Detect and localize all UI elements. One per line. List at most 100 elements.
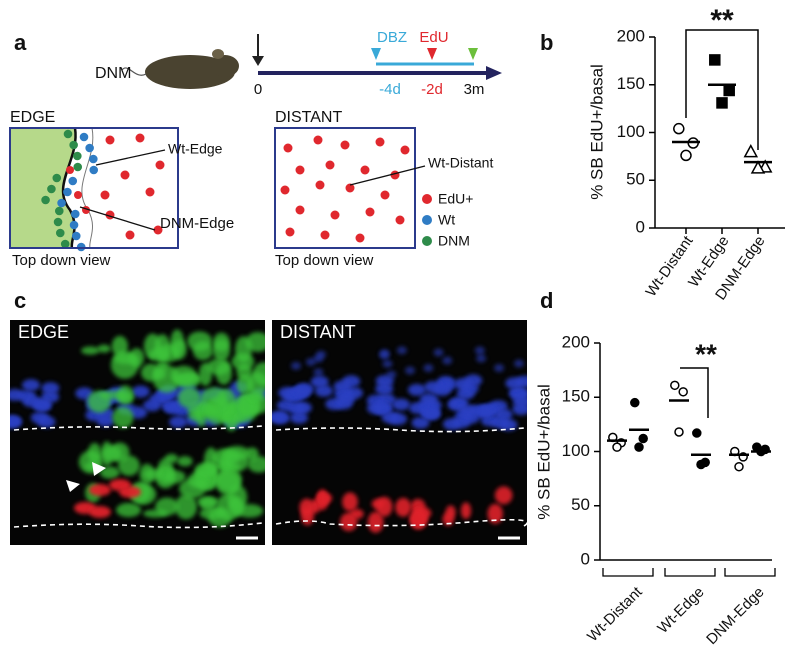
signal: [99, 466, 120, 479]
signal: [494, 363, 505, 372]
signal: [96, 414, 115, 427]
signal: [89, 484, 111, 496]
signal: [177, 456, 193, 467]
y-tick-label: 150: [562, 387, 590, 406]
y-tick-label: 0: [636, 217, 645, 236]
signal: [278, 386, 297, 399]
y-tick-label: 200: [617, 26, 645, 45]
timeline-label: 0: [254, 81, 262, 98]
signal: [238, 394, 257, 417]
signal: [423, 364, 434, 373]
panel-label: b: [540, 30, 553, 55]
wt-cell: [71, 231, 81, 241]
timeline-label: -4d: [379, 81, 401, 98]
legend-swatch: [422, 236, 432, 246]
dnm-cell: [73, 162, 83, 172]
y-axis-title: % SB EdU+/basal: [534, 384, 553, 520]
dnm-cell: [69, 140, 78, 150]
start-arrowhead: [252, 56, 264, 66]
callout: Wt-Edge: [168, 141, 223, 157]
signal: [37, 415, 56, 428]
treatment-label: EdU: [419, 29, 448, 46]
signal: [396, 346, 407, 355]
signal: [131, 385, 150, 398]
wt-cell: [57, 198, 66, 208]
edu-cell: [340, 140, 350, 150]
legend-swatch: [422, 215, 432, 225]
y-tick-label: 100: [562, 441, 590, 460]
signal: [194, 462, 218, 478]
signal: [188, 410, 204, 421]
category-bracket: [724, 568, 776, 577]
wt-cell: [69, 220, 79, 230]
edu-cell: [320, 230, 330, 240]
micrograph-signal: [272, 346, 527, 533]
signal: [459, 404, 478, 417]
signal: [342, 492, 358, 512]
signal: [203, 405, 219, 418]
lesion-area: [10, 128, 76, 248]
signal: [442, 356, 453, 365]
edu-cell: [400, 145, 410, 155]
basal-line: [275, 427, 525, 433]
signal: [405, 366, 416, 375]
data-point: [678, 387, 688, 397]
x-tick-label: Wt-Distant: [642, 232, 697, 300]
x-tick-label: Wt-Distant: [584, 583, 646, 645]
signal: [228, 497, 245, 517]
category-bracket: [602, 568, 654, 577]
signal: [111, 335, 129, 357]
signal: [512, 395, 527, 408]
data-point: [630, 397, 640, 408]
signal: [316, 350, 327, 359]
significance-label: **: [695, 338, 717, 369]
data-point: [716, 97, 728, 109]
signal: [178, 478, 206, 499]
signal: [419, 393, 438, 406]
mouse-tail: [121, 67, 147, 76]
edu-cell: [125, 230, 135, 240]
signal: [272, 411, 287, 424]
signal: [148, 348, 170, 362]
treatment-label: DBZ: [377, 29, 407, 46]
signal: [382, 359, 393, 368]
edu-cell: [360, 165, 370, 175]
signal: [177, 387, 201, 409]
wt-cell: [70, 209, 80, 219]
signal: [170, 365, 197, 386]
signal: [392, 398, 411, 411]
panel-label: a: [14, 30, 27, 55]
schematic-title: EDGE: [10, 109, 55, 126]
x-tick-label: DNM-Edge: [703, 584, 767, 648]
signal: [460, 502, 472, 520]
dnm-cell: [55, 228, 65, 238]
mouse: [121, 49, 239, 89]
callout-line: [95, 149, 166, 166]
signal: [223, 450, 249, 472]
signal: [333, 380, 352, 393]
edu-cell: [135, 133, 145, 143]
signal: [456, 387, 475, 400]
signal: [247, 456, 265, 473]
signal: [165, 470, 186, 484]
distant-box: [274, 127, 416, 249]
signal: [433, 348, 444, 357]
signal: [187, 331, 213, 352]
significance-bracket: [685, 29, 759, 150]
signal: [215, 470, 241, 495]
arrowhead: [66, 480, 80, 492]
distant-cells: [280, 135, 410, 243]
edu-cell: [145, 187, 155, 197]
edu-cell: [330, 210, 340, 220]
edu-cell: [100, 190, 110, 200]
y-tick-label: 50: [571, 495, 590, 514]
panel-label: c: [14, 288, 26, 313]
signal: [407, 383, 426, 396]
data-point: [674, 427, 684, 437]
signal: [487, 503, 503, 524]
wt-cell: [89, 154, 98, 164]
signal: [161, 399, 180, 412]
edu-cell: [315, 180, 325, 190]
signal: [200, 387, 228, 411]
